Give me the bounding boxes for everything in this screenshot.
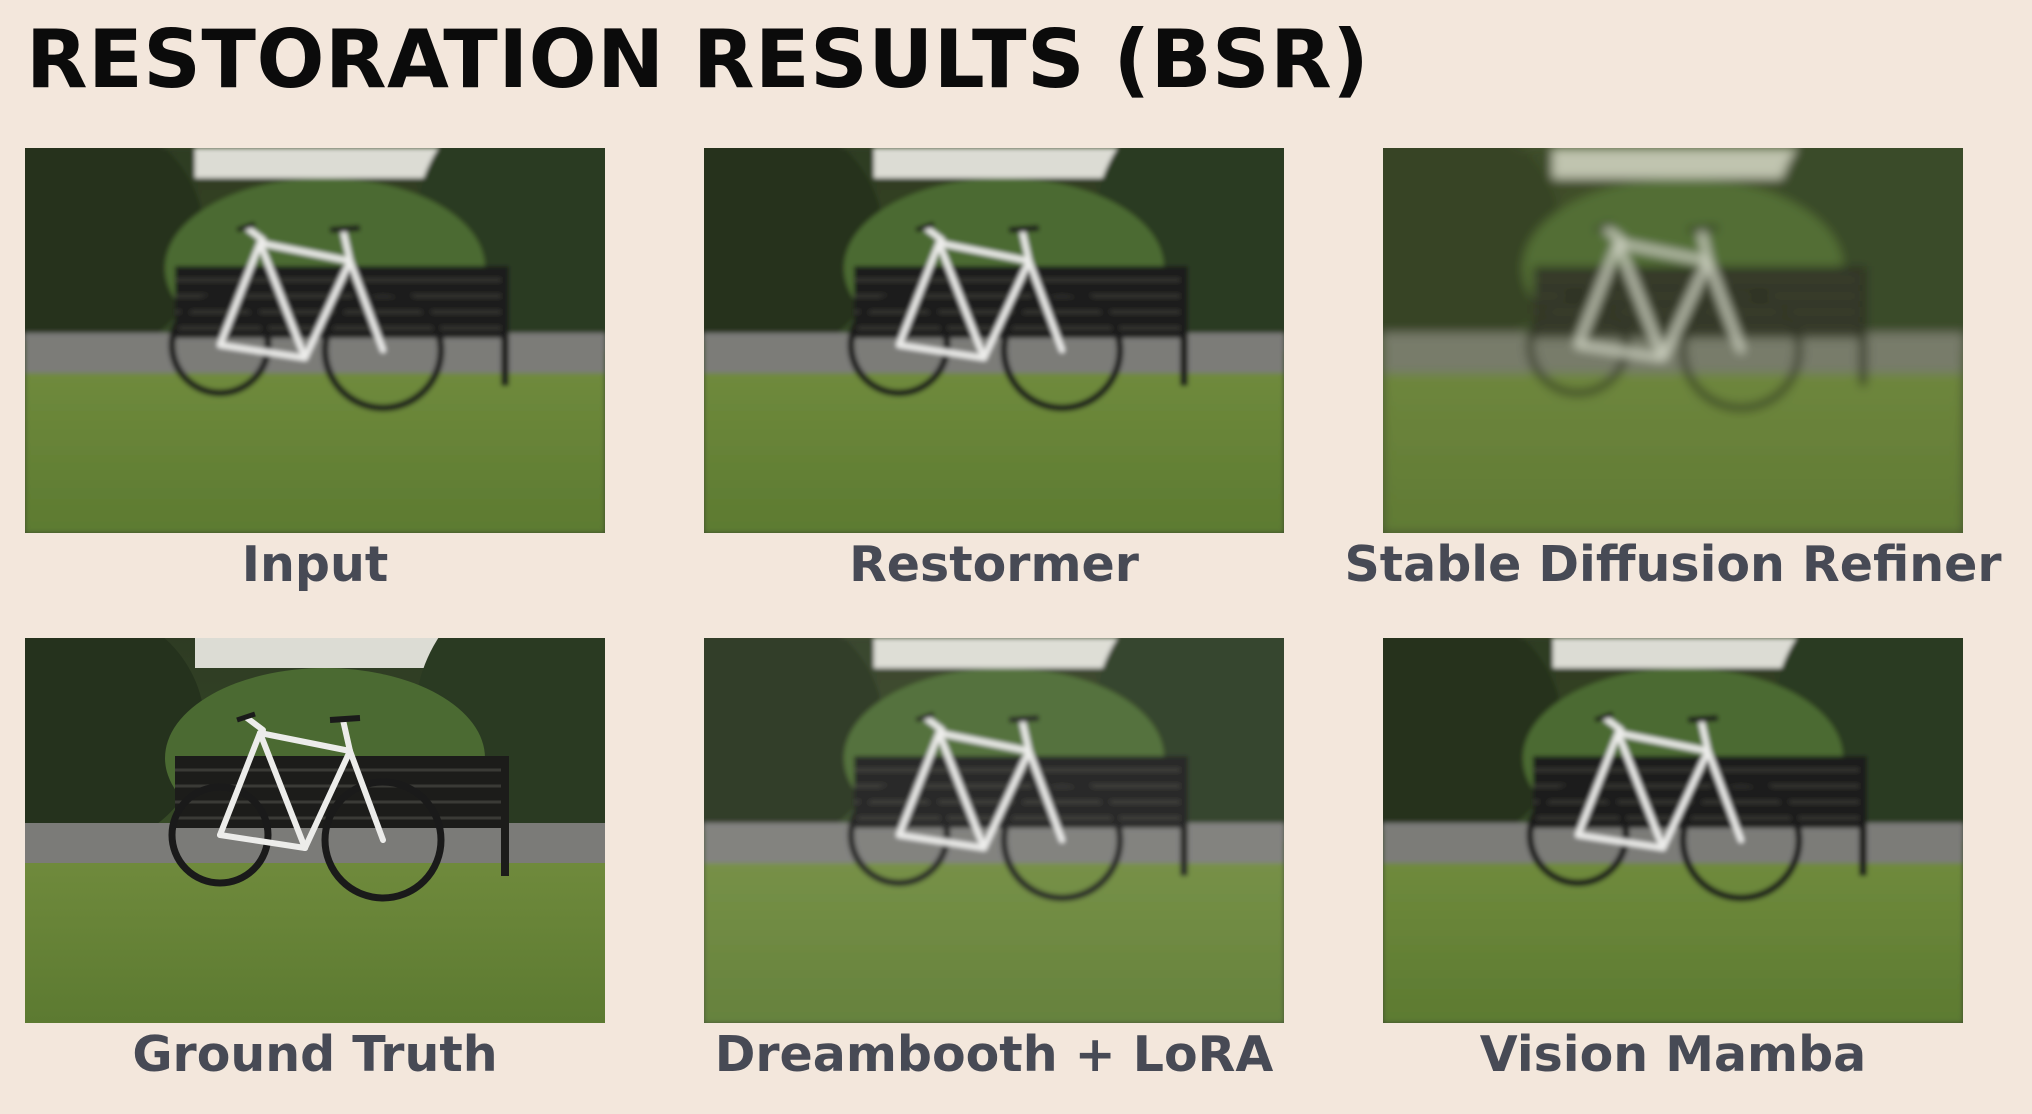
vision-mamba-image [1383, 638, 1963, 1023]
caption-ground-truth: Ground Truth [132, 1026, 498, 1083]
panel-dreambooth-lora: Dreambooth + LoRA [704, 638, 1284, 1083]
panel-restormer: Restormer [704, 148, 1284, 593]
panel-sd-refiner: Stable Diffusion Refiner [1344, 148, 2002, 593]
caption-dreambooth-lora: Dreambooth + LoRA [714, 1026, 1274, 1083]
ground-truth-image [25, 638, 605, 1023]
caption-restormer: Restormer [849, 536, 1139, 593]
sd-refiner-image [1383, 148, 1963, 533]
caption-vision-mamba: Vision Mamba [1479, 1026, 1867, 1083]
panel-ground-truth: Ground Truth [25, 638, 605, 1083]
caption-input: Input [241, 536, 389, 593]
restormer-image [704, 148, 1284, 533]
caption-sd-refiner: Stable Diffusion Refiner [1344, 536, 2002, 593]
panel-vision-mamba: Vision Mamba [1383, 638, 1963, 1083]
page-title: RESTORATION RESULTS (BSR) [26, 13, 1370, 106]
input-image [25, 148, 605, 533]
dreambooth-lora-image [704, 638, 1284, 1023]
panel-input: Input [25, 148, 605, 593]
